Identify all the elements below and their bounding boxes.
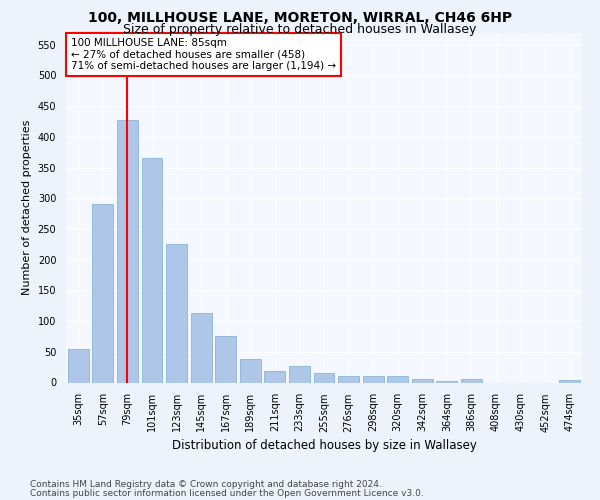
Bar — [412, 380, 433, 382]
X-axis label: Distribution of detached houses by size in Wallasey: Distribution of detached houses by size … — [172, 438, 476, 452]
Bar — [240, 359, 261, 382]
Text: 100, MILLHOUSE LANE, MORETON, WIRRAL, CH46 6HP: 100, MILLHOUSE LANE, MORETON, WIRRAL, CH… — [88, 12, 512, 26]
Bar — [338, 376, 359, 382]
Bar — [265, 372, 286, 382]
Y-axis label: Number of detached properties: Number of detached properties — [22, 120, 32, 295]
Text: 100 MILLHOUSE LANE: 85sqm
← 27% of detached houses are smaller (458)
71% of semi: 100 MILLHOUSE LANE: 85sqm ← 27% of detac… — [71, 38, 336, 71]
Bar — [461, 380, 482, 382]
Bar — [117, 120, 138, 382]
Bar — [166, 244, 187, 382]
Text: Contains public sector information licensed under the Open Government Licence v3: Contains public sector information licen… — [30, 488, 424, 498]
Bar — [387, 376, 408, 382]
Text: Contains HM Land Registry data © Crown copyright and database right 2024.: Contains HM Land Registry data © Crown c… — [30, 480, 382, 489]
Text: Size of property relative to detached houses in Wallasey: Size of property relative to detached ho… — [124, 22, 476, 36]
Bar — [191, 313, 212, 382]
Bar — [142, 158, 163, 382]
Bar — [314, 374, 334, 382]
Bar — [559, 380, 580, 382]
Bar — [68, 348, 89, 382]
Bar — [289, 366, 310, 382]
Bar — [215, 336, 236, 382]
Bar — [362, 376, 383, 382]
Bar — [92, 204, 113, 382]
Bar — [436, 380, 457, 382]
